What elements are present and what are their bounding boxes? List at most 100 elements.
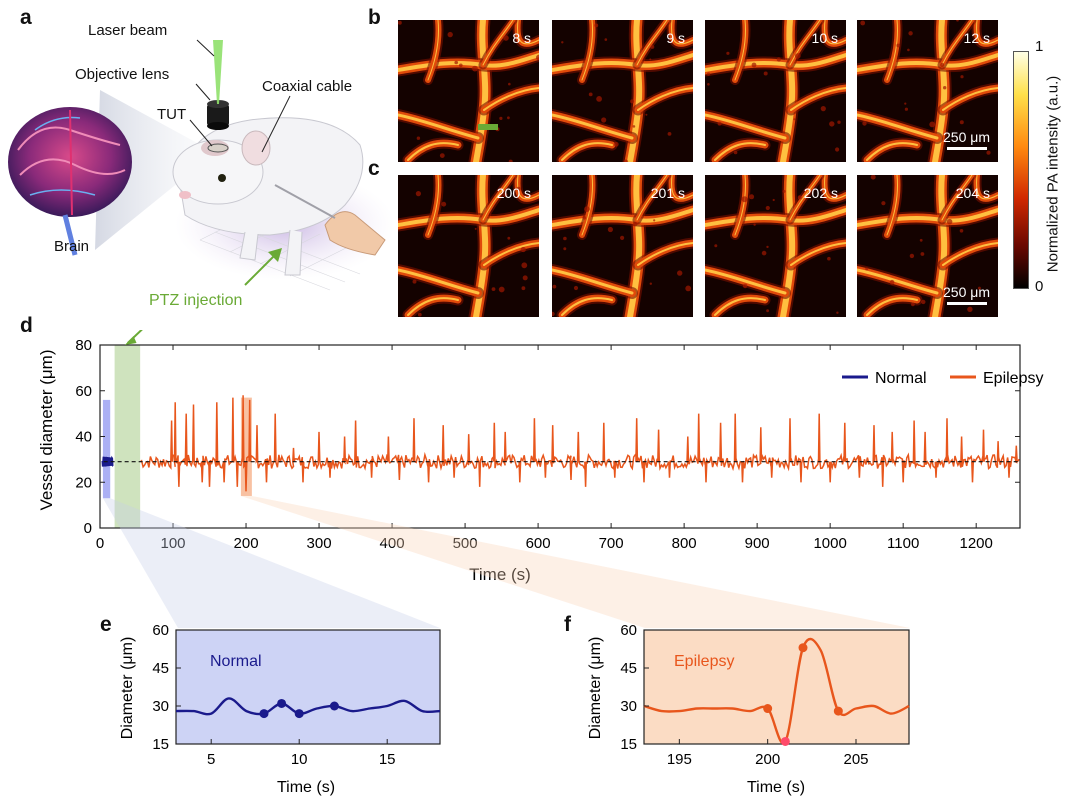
frame-time: 201 s xyxy=(650,185,685,201)
ytick-label: 60 xyxy=(152,622,169,639)
hand-illustration xyxy=(274,184,386,256)
panel-label-e: e xyxy=(100,613,112,636)
legend-normal: Normal xyxy=(875,370,927,387)
e-ylabel: Diameter (μm) xyxy=(119,637,136,740)
ptz-injection-label: PTZ injection xyxy=(149,292,243,309)
ytick-label: 60 xyxy=(620,622,637,639)
tut-label: TUT xyxy=(157,106,187,123)
colorbar-label: Normalized PA intensity (a.u.) xyxy=(1044,75,1062,273)
pa-frame-b-1: 8 s xyxy=(398,20,539,162)
pa-frame-c-4: 204 s 250 μm xyxy=(857,175,998,317)
d-xtick-label: 0 xyxy=(96,535,104,552)
data-point-marker xyxy=(798,643,808,653)
d-xtick-label: 1000 xyxy=(813,535,846,552)
f-xlabel: Time (s) xyxy=(747,779,805,796)
colorbar-label-wrap: Normalized PA intensity (a.u.) xyxy=(1042,58,1064,290)
frame-time: 9 s xyxy=(666,30,685,46)
e-xlabel: Time (s) xyxy=(277,779,335,796)
series-line xyxy=(643,637,910,745)
legend: Normal Epilepsy xyxy=(842,370,1043,387)
rat-illustration xyxy=(172,117,364,276)
d-xtick-label: 1100 xyxy=(887,535,919,552)
frame-time: 10 s xyxy=(811,30,838,46)
ytick-label: 30 xyxy=(152,698,169,715)
d-ytick-label: 80 xyxy=(75,337,92,354)
plot-area xyxy=(643,629,910,745)
epilepsy-series-line xyxy=(139,395,1020,492)
normal-window-band xyxy=(102,399,111,499)
panel-label-f: f xyxy=(564,613,571,636)
magnification-cone xyxy=(95,90,210,250)
measurement-marker xyxy=(478,124,498,130)
e-series-label: Normal xyxy=(210,653,262,670)
d-ytick-label: 60 xyxy=(75,383,92,400)
data-point-marker xyxy=(259,709,269,719)
d-xtick-label: 500 xyxy=(453,535,478,552)
d-xtick-label: 300 xyxy=(307,535,332,552)
data-point-marker xyxy=(329,701,339,711)
frame-time: 204 s xyxy=(955,185,990,201)
ytick-label: 45 xyxy=(620,660,637,677)
xtick-label: 15 xyxy=(379,751,396,768)
colorbar-max: 1 xyxy=(1035,38,1044,55)
xtick-label: 195 xyxy=(667,751,692,768)
data-point-marker xyxy=(277,698,287,708)
pa-frame-c-1: 200 s xyxy=(398,175,539,317)
legend-epilepsy: Epilepsy xyxy=(983,370,1043,387)
chart-e: 5 10 15 15 30 45 60 Normal Time (s) Diameter (… xyxy=(119,622,441,796)
panel-label-c: c xyxy=(368,157,380,180)
d-ytick-label: 20 xyxy=(75,474,92,491)
d-xtick-label: 600 xyxy=(526,535,551,552)
plot-area xyxy=(175,629,441,745)
xtick-label: 200 xyxy=(755,751,780,768)
d-ytick-label: 40 xyxy=(75,429,92,446)
f-series-label: Epilepsy xyxy=(674,653,734,670)
d-xlabel: Time (s) xyxy=(469,565,531,584)
laser-beam-label: Laser beam xyxy=(88,22,168,39)
xtick-label: 5 xyxy=(207,751,215,768)
ytick-label: 15 xyxy=(620,736,637,753)
panel-label-a: a xyxy=(20,6,32,29)
scale-bar-label: 250 μm xyxy=(943,129,990,145)
frame-time: 200 s xyxy=(496,185,531,201)
coaxial-cable-label: Coaxial cable xyxy=(262,78,353,95)
d-xtick-label: 100 xyxy=(161,535,186,552)
injection-band xyxy=(114,345,141,528)
d-ylabel: Vessel diameter (μm) xyxy=(37,350,56,511)
chart-f: 195 200 205 15 30 45 60 Epilepsy Time (s) Diam… xyxy=(587,622,910,796)
chart-d: 0 100 200 300 400 500 600 700 800 900 1000 1100 1200… xyxy=(37,330,1043,584)
d-ytick-label: 0 xyxy=(84,520,92,537)
d-xtick-label: 200 xyxy=(234,535,259,552)
objective-lens-icon xyxy=(207,100,229,130)
ptz-pointer xyxy=(124,330,143,345)
colorbar-min: 0 xyxy=(1035,278,1044,295)
epilepsy-window-band xyxy=(240,397,252,496)
colorbar xyxy=(1013,51,1029,289)
scale-bar-c: 250 μm xyxy=(943,284,990,305)
leader-lines xyxy=(189,39,291,153)
f-ylabel: Diameter (μm) xyxy=(587,637,604,740)
ytick-label: 45 xyxy=(152,660,169,677)
brain-image xyxy=(8,107,132,256)
panel-label-d: d xyxy=(20,314,33,337)
pa-frame-b-2: 9 s xyxy=(552,20,693,162)
d-xtick-label: 800 xyxy=(672,535,697,552)
panel-label-b: b xyxy=(368,6,381,29)
series-line xyxy=(175,697,441,716)
data-point-marker xyxy=(780,736,790,746)
pa-frame-c-2: 201 s xyxy=(552,175,693,317)
experiment-illustration xyxy=(8,39,395,291)
xtick-label: 205 xyxy=(843,751,868,768)
pa-frame-c-3: 202 s xyxy=(705,175,846,317)
ptz-arrow xyxy=(244,248,282,286)
xtick-label: 10 xyxy=(291,751,308,768)
ytick-label: 15 xyxy=(152,736,169,753)
tut-transducer xyxy=(207,143,229,153)
pa-frame-b-3: 10 s xyxy=(705,20,846,162)
data-point-marker xyxy=(763,704,773,714)
laser-beam xyxy=(213,40,223,104)
frame-time: 202 s xyxy=(803,185,838,201)
scale-bar-label: 250 μm xyxy=(943,284,990,300)
data-point-marker xyxy=(294,709,304,719)
frame-time: 8 s xyxy=(512,30,531,46)
